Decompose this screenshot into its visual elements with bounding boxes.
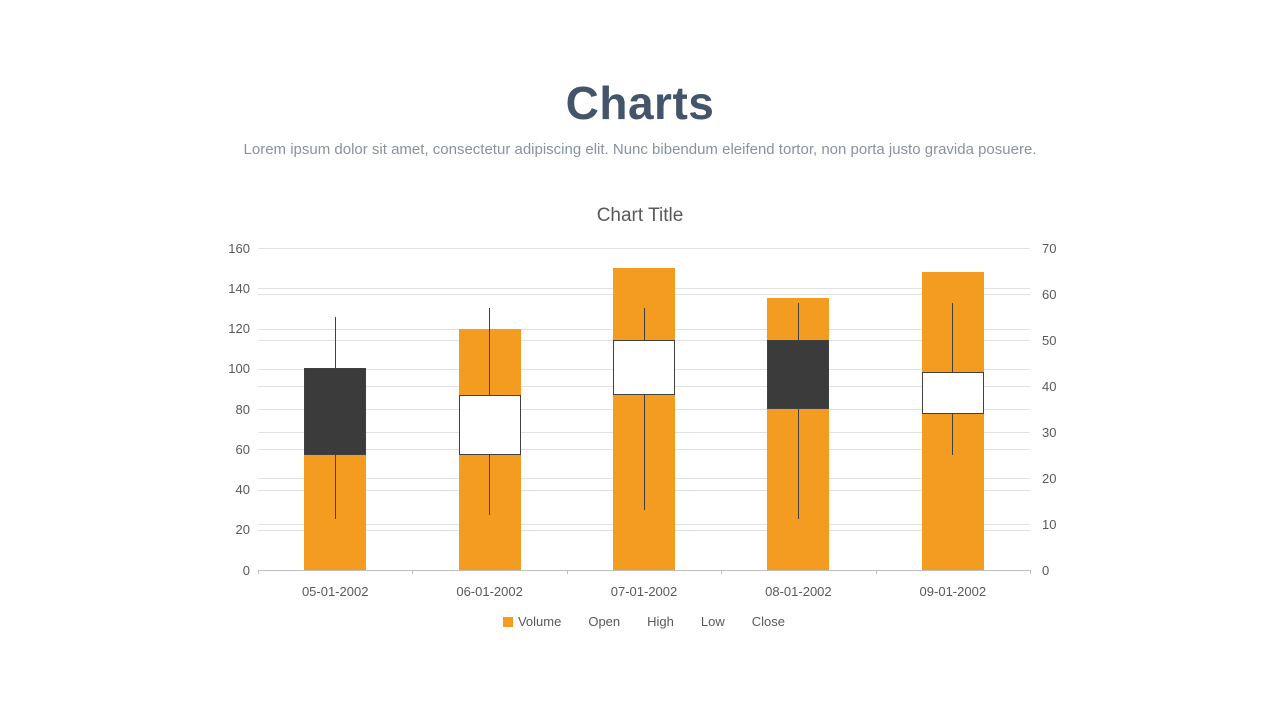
right-axis-label: 40	[1042, 378, 1057, 394]
x-axis-tick	[721, 570, 723, 574]
x-axis-label: 06-01-2002	[456, 584, 523, 599]
x-axis-tick	[258, 570, 259, 574]
candle-up	[458, 395, 521, 455]
volume-swatch-icon	[502, 616, 513, 627]
legend-item-close: Close	[752, 614, 785, 629]
x-axis-label: 09-01-2002	[919, 584, 987, 599]
left-axis-label: 160	[228, 240, 250, 256]
left-axis-label: 80	[235, 401, 250, 417]
right-axis-label: 60	[1042, 286, 1057, 302]
legend-item-low: Low	[701, 614, 725, 629]
legend-item-open: Open	[588, 614, 620, 629]
left-axis-label: 120	[228, 321, 250, 336]
chart-legend: Volume Open High Low Close	[0, 614, 1280, 629]
right-axis-label: 20	[1042, 470, 1057, 486]
right-axis-label: 0	[1042, 562, 1050, 578]
right-axis-label: 70	[1042, 240, 1057, 256]
legend-label: Close	[751, 614, 786, 629]
left-axis-label: 60	[235, 441, 250, 457]
left-axis-label: 140	[228, 280, 250, 296]
x-axis-label: 05-01-2002	[301, 584, 369, 599]
legend-label: Volume	[517, 614, 562, 629]
chart-title: Chart Title	[596, 205, 684, 226]
legend-label: High	[647, 614, 674, 629]
candle-down	[304, 367, 367, 455]
x-axis-tick	[566, 570, 568, 574]
high-low-whisker	[797, 303, 799, 520]
x-axis-line	[258, 570, 1030, 571]
right-axis-label: 30	[1042, 424, 1057, 440]
page-subtitle: Lorem ipsum dolor sit amet, consectetur …	[243, 141, 1037, 158]
high-low-whisker	[643, 307, 645, 511]
legend-item-volume: Volume	[502, 614, 562, 629]
right-axis-label: 10	[1042, 516, 1057, 532]
x-axis-tick	[412, 570, 414, 574]
legend-label: Open	[588, 614, 621, 629]
candle-down	[767, 340, 830, 409]
x-axis-tick	[1030, 570, 1031, 574]
secondary-gridline	[258, 248, 1030, 249]
left-axis-label: 100	[228, 361, 250, 377]
left-axis-label: 20	[235, 522, 250, 538]
legend-label: Low	[700, 614, 725, 629]
left-axis-label: 40	[235, 482, 250, 497]
left-axis-label: 0	[242, 562, 250, 578]
candle-up	[613, 340, 675, 396]
x-axis-label: 07-01-2002	[610, 584, 678, 599]
legend-item-high: High	[647, 614, 674, 629]
x-axis-label: 08-01-2002	[765, 584, 832, 599]
candle-up	[921, 372, 984, 414]
x-axis-tick	[875, 570, 877, 574]
right-axis-label: 50	[1042, 332, 1057, 348]
page-title: Charts	[565, 77, 715, 129]
